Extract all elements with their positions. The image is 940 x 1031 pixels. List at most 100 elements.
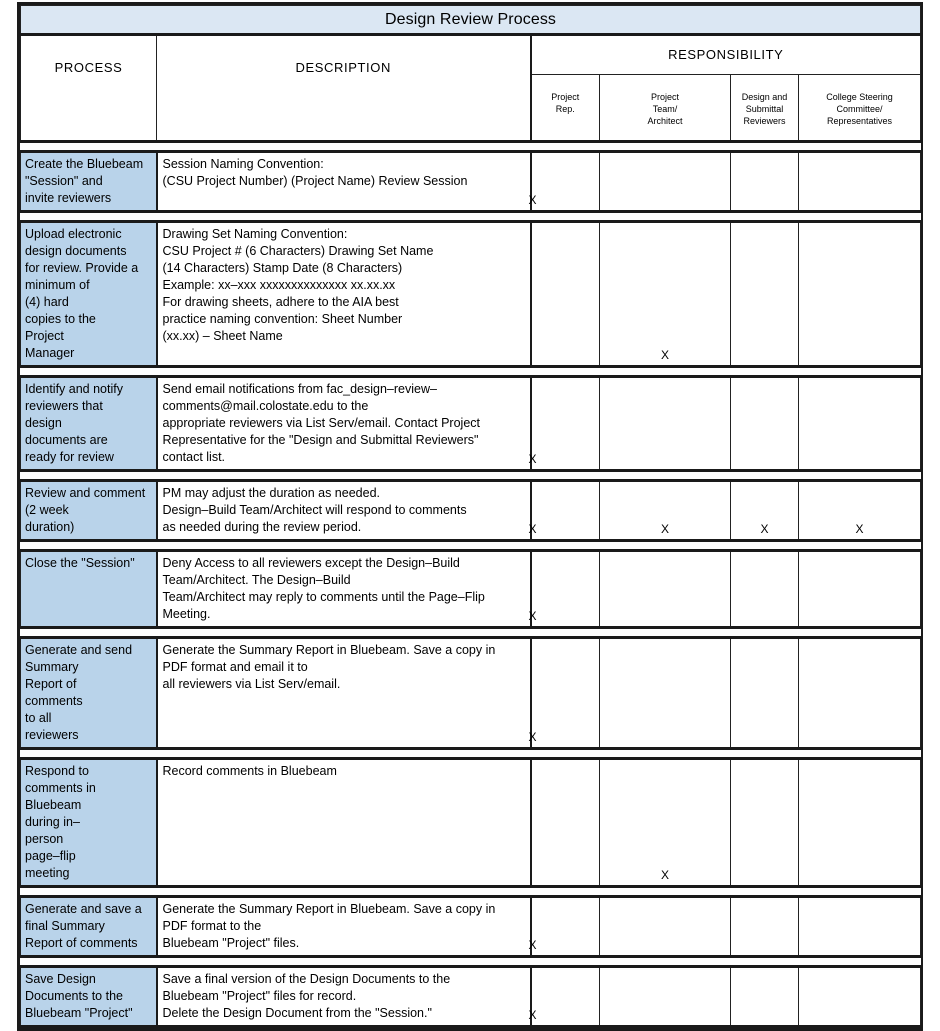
responsibility-mark-x: X	[855, 522, 864, 536]
responsibility-cell-project-rep[interactable]: X	[528, 636, 600, 750]
responsibility-cell-design-submittal-reviewers[interactable]	[730, 375, 799, 472]
table-row: Save Design Documents to the Bluebeam "Pro…	[20, 965, 922, 1028]
description-line: (14 Characters) Stamp Date (8 Characters…	[162, 261, 403, 275]
process-cell: Close the "Session"	[20, 549, 158, 629]
responsibility-cell-project-rep[interactable]: X	[529, 150, 600, 213]
responsibility-cell-design-submittal-reviewers[interactable]	[730, 965, 799, 1028]
responsibility-cell-college-steering-committee[interactable]	[797, 965, 922, 1028]
responsibility-cell-college-steering-committee[interactable]	[797, 220, 922, 368]
responsibility-cell-college-steering-committee[interactable]	[797, 757, 922, 888]
responsibility-cell-project-team-architect[interactable]: X	[599, 220, 731, 368]
responsibility-cell-design-submittal-reviewers[interactable]	[730, 220, 799, 368]
process-line: duration)	[25, 520, 75, 534]
description-cell: Send email notifications from fac_design…	[156, 375, 532, 472]
responsibility-cell-college-steering-committee[interactable]	[797, 636, 922, 750]
responsibility-mark-x: X	[660, 522, 670, 536]
description-line: (xx.xx) – Sheet Name	[162, 329, 283, 343]
process-line: meeting	[25, 866, 70, 880]
responsibility-cell-college-steering-committee[interactable]	[797, 150, 922, 213]
process-line: Bluebeam	[25, 798, 82, 812]
column-subheader-design-submittal-reviewers: Design and Submittal Reviewers	[730, 74, 799, 143]
description-line-filler	[163, 693, 526, 710]
responsibility-cell-project-team-architect[interactable]	[599, 895, 731, 958]
responsibility-cell-project-rep[interactable]: X	[529, 549, 600, 629]
description-line: Session Naming Convention:	[162, 157, 324, 171]
responsibility-cell-design-submittal-reviewers[interactable]: X	[730, 479, 799, 542]
row-spacer	[20, 886, 921, 897]
process-line: reviewers that	[25, 399, 103, 413]
description-cell: Session Naming Convention: (CSU Project N…	[156, 150, 532, 213]
document-title: Design Review Process	[19, 5, 922, 36]
description-line-filler	[163, 865, 526, 882]
responsibility-cell-college-steering-committee[interactable]	[797, 549, 922, 629]
responsibility-cell-project-rep[interactable]	[530, 220, 600, 368]
process-line: Bluebeam "Project"	[25, 1006, 133, 1020]
description-line-filler	[163, 797, 526, 814]
responsibility-mark-x: X	[528, 730, 537, 744]
responsibility-mark-x: X	[528, 1008, 537, 1022]
process-line: Generate and send	[25, 643, 133, 657]
responsibility-cell-college-steering-committee[interactable]: X	[797, 479, 922, 542]
process-line: during in–	[25, 815, 80, 829]
description-line-filler	[163, 190, 526, 207]
responsibility-cell-design-submittal-reviewers[interactable]	[730, 150, 799, 213]
description-line: Record comments in Bluebeam	[162, 764, 337, 778]
description-line: PDF format and email it to	[162, 660, 308, 674]
description-line-filler	[163, 345, 526, 362]
responsibility-cell-college-steering-committee[interactable]	[797, 895, 922, 958]
process-line: copies to the	[25, 312, 96, 326]
responsibility-cell-project-rep[interactable]: X	[528, 375, 600, 472]
process-line: Create the Bluebeam	[25, 157, 144, 171]
responsibility-cell-project-team-architect[interactable]: X	[599, 479, 731, 542]
process-line: Manager	[25, 346, 75, 360]
subheader-line: Project	[551, 92, 580, 102]
process-line: ready for review	[25, 450, 114, 464]
responsibility-cell-project-team-architect[interactable]	[599, 549, 731, 629]
process-cell: Review and comment (2 week duration)	[20, 479, 158, 542]
row-spacer	[20, 470, 921, 481]
responsibility-cell-design-submittal-reviewers[interactable]	[730, 549, 799, 629]
responsibility-cell-project-rep[interactable]: X	[529, 479, 600, 542]
process-line: minimum of	[25, 278, 90, 292]
process-line: page–flip	[25, 849, 76, 863]
table-row: Review and comment (2 week duration) PM may…	[20, 479, 922, 542]
responsibility-cell-project-rep[interactable]: X	[528, 965, 600, 1028]
responsibility-mark-x: X	[528, 452, 537, 466]
description-line-filler	[163, 727, 526, 744]
responsibility-mark-x: X	[660, 868, 670, 882]
column-subheader-college-steering-committee: College Steering Committee/Representative…	[797, 74, 922, 143]
table-row: Create the Bluebeam "Session" and invite r…	[20, 150, 922, 213]
responsibility-cell-design-submittal-reviewers[interactable]	[730, 636, 799, 750]
process-line: invite reviewers	[25, 191, 112, 205]
responsibility-cell-project-rep[interactable]: X	[528, 895, 600, 958]
responsibility-cell-project-team-architect[interactable]	[599, 375, 731, 472]
responsibility-cell-project-team-architect[interactable]	[599, 150, 731, 213]
column-subheader-project-rep: Project Rep.	[530, 74, 600, 143]
subheader-line: Committee/	[836, 104, 883, 114]
responsibility-cell-project-team-architect[interactable]	[599, 636, 731, 750]
description-line: as needed during the review period.	[162, 520, 362, 534]
design-review-process-table: Design Review Process PROCESS DESCRIPTIO…	[17, 2, 923, 1031]
column-subheader-project-team-architect: Project Team/Architect	[599, 74, 731, 143]
row-spacer	[20, 627, 921, 638]
subheader-line: Representatives	[826, 116, 893, 126]
responsibility-cell-design-submittal-reviewers[interactable]	[730, 757, 799, 888]
responsibility-cell-project-team-architect[interactable]	[599, 965, 731, 1028]
process-line: person	[25, 832, 64, 846]
responsibility-cell-project-rep[interactable]	[530, 757, 600, 888]
table-row: Upload electronic design documents for rev…	[20, 220, 922, 368]
table-row: Respond to comments in Bluebeam during in– p…	[20, 757, 922, 888]
description-line-filler	[163, 848, 526, 865]
responsibility-cell-college-steering-committee[interactable]	[797, 375, 922, 472]
responsibility-cell-project-team-architect[interactable]: X	[599, 757, 731, 888]
responsibility-mark-x: X	[528, 938, 537, 952]
process-line: Respond to	[25, 764, 89, 778]
table-row: Generate and save a final Summary Report o…	[20, 895, 922, 958]
responsibility-cell-design-submittal-reviewers[interactable]	[730, 895, 799, 958]
description-line: Deny Access to all reviewers except the …	[162, 556, 460, 570]
description-line: CSU Project # (6 Characters) Drawing Set…	[162, 244, 434, 258]
process-line: Project	[25, 329, 64, 343]
description-line: Meeting.	[162, 607, 211, 621]
subheader-line: Reviewers	[743, 116, 786, 126]
